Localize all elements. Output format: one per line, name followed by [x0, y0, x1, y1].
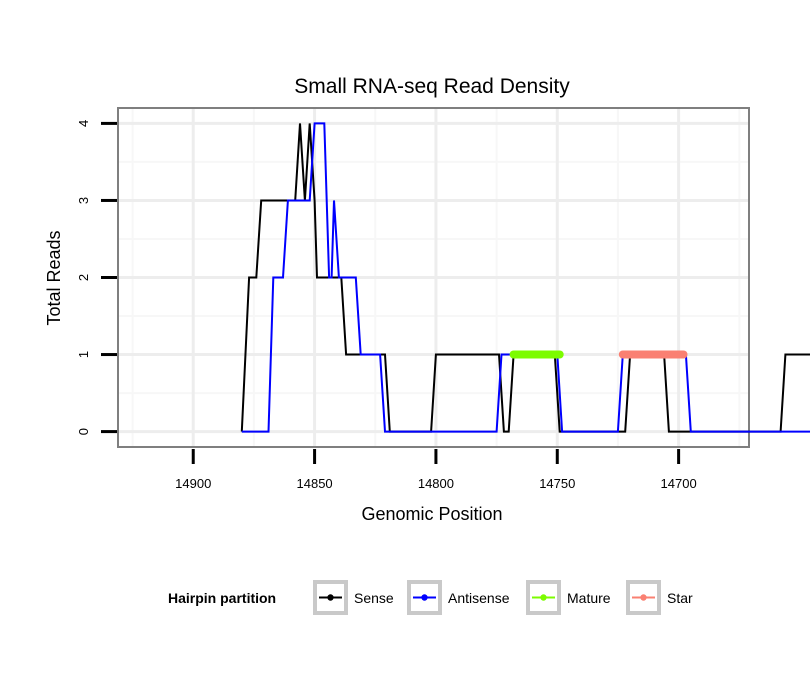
legend-label: Sense	[354, 590, 394, 606]
y-tick-label: 0	[76, 428, 91, 435]
y-tick-label: 1	[76, 351, 91, 358]
legend-item-star: Star	[626, 580, 693, 615]
x-axis: 14900 14850 14800 14750 14700	[175, 449, 697, 491]
legend-key-dot	[640, 594, 647, 601]
x-tick-label: 14850	[297, 476, 333, 491]
x-tick-label: 14700	[661, 476, 697, 491]
legend-item-mature: Mature	[526, 580, 611, 615]
x-tick-label: 14750	[539, 476, 575, 491]
y-axis-label: Total Reads	[44, 230, 64, 325]
legend-key-dot	[421, 594, 428, 601]
legend-label: Mature	[567, 590, 611, 606]
y-tick-label: 3	[76, 197, 91, 204]
legend-key-dot	[327, 594, 334, 601]
series-layer	[240, 122, 810, 433]
legend-key-dot	[540, 594, 547, 601]
y-axis: 0 1 2 3 4	[76, 120, 117, 435]
legend-title: Hairpin partition	[168, 590, 276, 606]
legend-item-sense: Sense	[313, 580, 394, 615]
x-axis-label: Genomic Position	[361, 504, 502, 524]
legend-item-antisense: Antisense	[407, 580, 510, 615]
y-tick-label: 2	[76, 274, 91, 281]
x-tick-label: 14900	[175, 476, 211, 491]
x-tick-label: 14800	[418, 476, 454, 491]
legend-items: Sense Antisense Mature Star	[313, 580, 693, 615]
legend-label: Antisense	[448, 590, 510, 606]
y-tick-label: 4	[76, 120, 91, 127]
series-line-antisense	[241, 122, 810, 433]
legend: Hairpin partition Sense Antisense Mature St…	[168, 580, 693, 615]
chart-title: Small RNA-seq Read Density	[294, 75, 570, 98]
series-line-sense	[240, 123, 810, 433]
legend-label: Star	[667, 590, 693, 606]
grid-lines	[119, 109, 748, 446]
